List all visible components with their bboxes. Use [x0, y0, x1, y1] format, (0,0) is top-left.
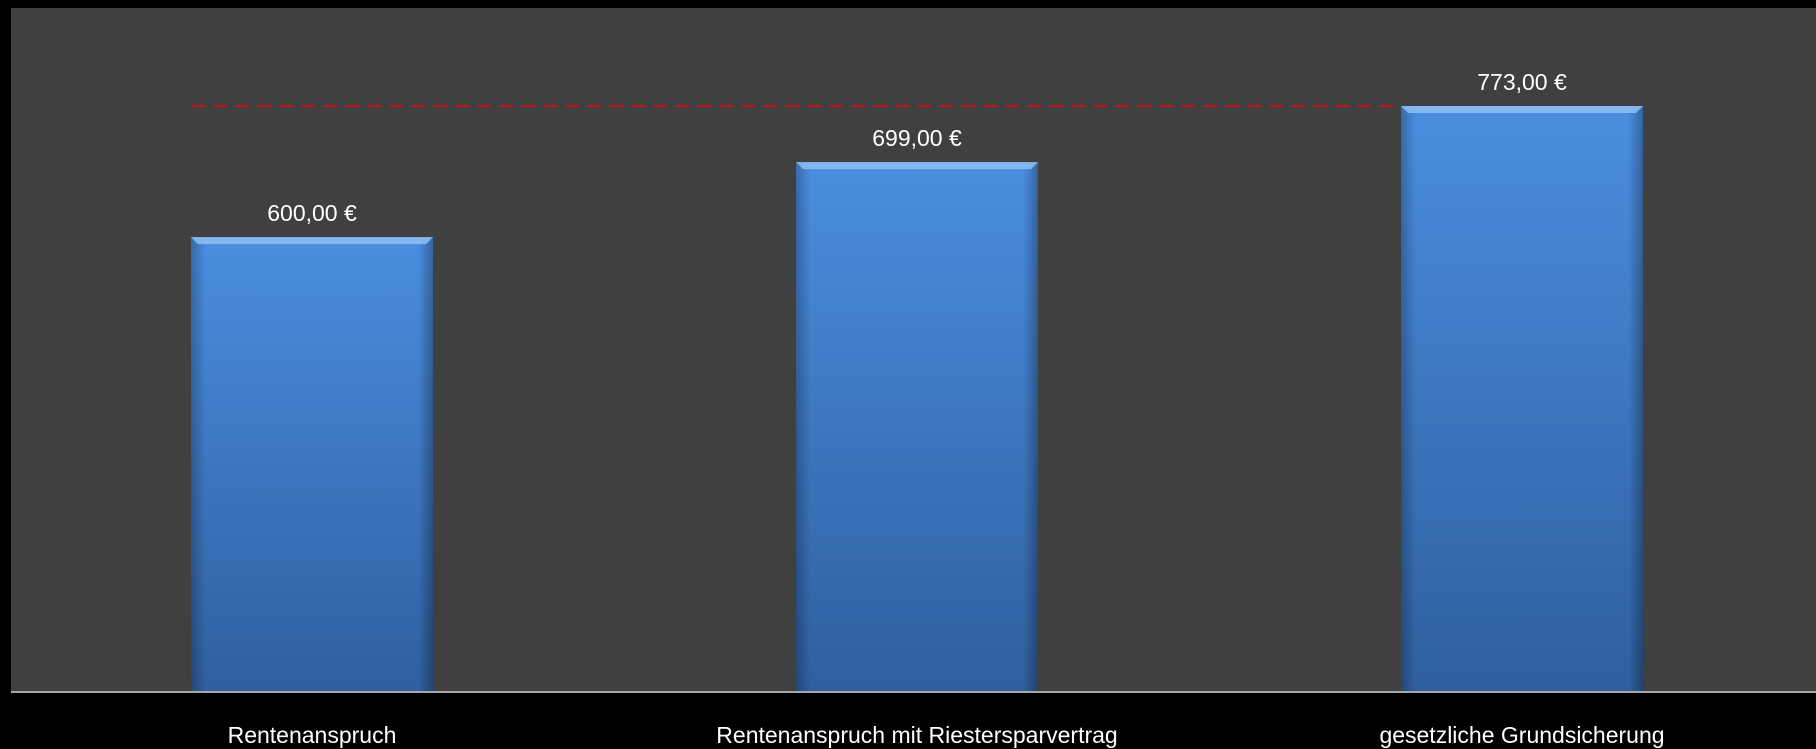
data-label: 600,00 € — [267, 200, 357, 226]
category-tick-label: Rentenanspruch — [228, 722, 397, 748]
data-label: 773,00 € — [1477, 69, 1567, 95]
category-tick-label: Rentenanspruch mit Riestersparvertrag — [716, 722, 1117, 748]
bar — [191, 237, 433, 692]
bar — [1401, 106, 1643, 692]
data-label: 699,00 € — [872, 125, 962, 151]
bar — [796, 162, 1038, 692]
category-tick-label: gesetzliche Grundsicherung — [1379, 722, 1664, 748]
